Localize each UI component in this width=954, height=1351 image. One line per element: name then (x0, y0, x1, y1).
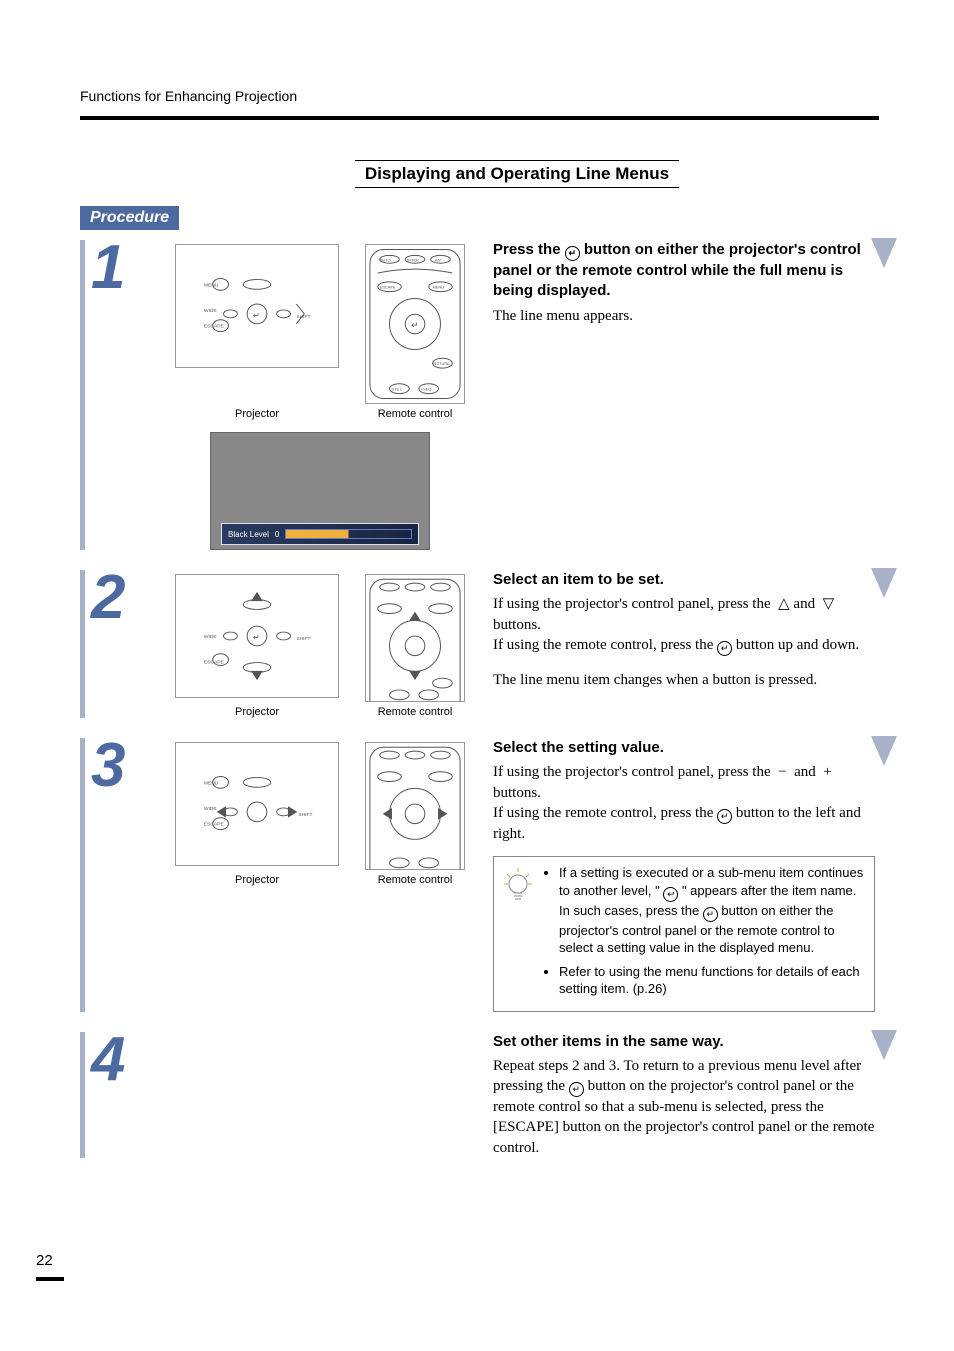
svg-text:SHIFT: SHIFT (296, 314, 310, 320)
enter-icon: ↵ (703, 907, 718, 922)
svg-text:INTER: INTER (407, 257, 419, 262)
enter-icon: ↵ (565, 246, 580, 261)
svg-text:ESCAPE: ESCAPE (204, 660, 225, 666)
step-body: If using the projector's control panel, … (493, 762, 875, 844)
svg-text:↵: ↵ (411, 320, 418, 330)
step-body: The line menu appears. (493, 306, 875, 326)
step-marker-icon (871, 1030, 897, 1060)
step-marker-icon (871, 238, 897, 268)
step-body: The line menu item changes when a button… (493, 670, 875, 690)
svg-text:SHIFT: SHIFT (298, 812, 312, 818)
step-2: 2 ↵ (80, 570, 879, 718)
svg-text:ESCAPE: ESCAPE (380, 285, 396, 290)
page-header: Functions for Enhancing Projection (80, 88, 879, 120)
page-number: 22 (36, 1252, 53, 1269)
plus-icon: + (823, 764, 831, 780)
step-4: 4 Set other items in the same way. Repea… (80, 1032, 879, 1158)
enter-icon: ↵ (717, 809, 732, 824)
svg-text:MENU: MENU (204, 780, 219, 786)
svg-text:ESCAPE: ESCAPE (204, 822, 225, 828)
procedure-label: Procedure (80, 206, 179, 230)
remote-diagram (365, 742, 465, 870)
step-heading: Set other items in the same way. (493, 1032, 875, 1052)
svg-text:WIDE: WIDE (204, 308, 218, 314)
step-marker-icon (871, 568, 897, 598)
projector-diagram: MENU WIDE ESCAPE SHIFT (175, 742, 339, 866)
remote-diagram (365, 574, 465, 702)
osd-slider-icon (285, 529, 412, 539)
step-heading: Select the setting value. (493, 738, 875, 758)
remote-caption: Remote control (365, 408, 465, 420)
down-icon: ▽ (823, 596, 835, 612)
section-title: Displaying and Operating Line Menus (355, 160, 679, 188)
remote-caption: Remote control (365, 874, 465, 886)
step-number: 1 (85, 240, 165, 296)
step-heading: Select an item to be set. (493, 570, 875, 590)
svg-text:↵: ↵ (253, 311, 260, 320)
projector-caption: Projector (175, 706, 339, 718)
step-1: 1 ↵ (80, 240, 879, 550)
projector-diagram: ↵ MENU WIDE ESCAPE SHIFT (175, 244, 339, 368)
main-content: Displaying and Operating Line Menus Proc… (80, 155, 879, 1178)
tip-box: If a setting is executed or a sub-menu i… (493, 856, 875, 1012)
svg-text:WIDE: WIDE (204, 634, 218, 640)
remote-diagram: ↵ AUTO INTER A/V ESCAPE MENU PICTUR (365, 244, 465, 404)
enter-icon: ↵ (569, 1082, 584, 1097)
svg-text:PICTURE: PICTURE (433, 361, 451, 366)
osd-value: 0 (269, 530, 285, 539)
step-number: 3 (85, 738, 165, 794)
osd-preview: Black Level 0 (210, 432, 430, 550)
step-body: If using the projector's control panel, … (493, 594, 875, 656)
osd-label: Black Level (222, 530, 269, 539)
lightbulb-icon (501, 864, 535, 908)
tip-item: Refer to using the menu functions for de… (559, 963, 867, 998)
projector-caption: Projector (175, 874, 339, 886)
svg-text:A/V: A/V (435, 257, 442, 262)
step-3: 3 (80, 738, 879, 1012)
svg-text:MENU: MENU (433, 285, 445, 290)
up-icon: △ (778, 596, 790, 612)
svg-text:SHIFT: SHIFT (296, 636, 310, 642)
enter-icon: ↵ (717, 641, 732, 656)
svg-text:+SEQ: +SEQ (421, 387, 432, 392)
tip-item: If a setting is executed or a sub-menu i… (559, 864, 867, 957)
svg-text:AUTO: AUTO (380, 257, 391, 262)
svg-text:ESCAPE: ESCAPE (204, 324, 225, 330)
svg-text:MENU: MENU (204, 282, 219, 288)
projector-caption: Projector (175, 408, 339, 420)
projector-diagram: ↵ WIDE ESCAPE SHIFT (175, 574, 339, 698)
step-number: 2 (85, 570, 165, 626)
page-mark-icon (36, 1277, 64, 1281)
header-rule-icon (80, 116, 879, 120)
submenu-icon: ↩ (663, 887, 678, 902)
breadcrumb: Functions for Enhancing Projection (80, 88, 879, 104)
step-number: 4 (85, 1032, 165, 1088)
remote-caption: Remote control (365, 706, 465, 718)
svg-text:↵: ↵ (253, 633, 260, 642)
svg-text:WIDE: WIDE (204, 806, 218, 812)
minus-icon: − (778, 764, 786, 780)
step-heading: Press the ↵ button on either the project… (493, 240, 875, 302)
step-marker-icon (871, 736, 897, 766)
step-body: Repeat steps 2 and 3. To return to a pre… (493, 1056, 875, 1158)
svg-text:STILL: STILL (391, 387, 402, 392)
